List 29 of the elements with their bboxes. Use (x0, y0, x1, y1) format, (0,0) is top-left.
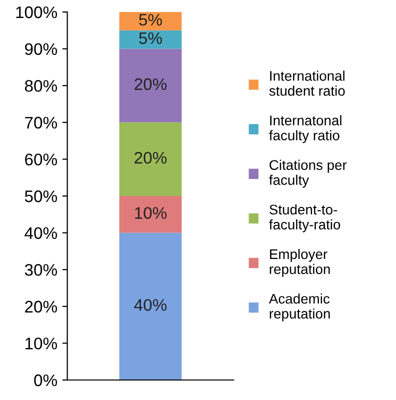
y-tick-label: 60% (25, 154, 58, 166)
y-tick-label: 80% (24, 80, 58, 92)
y-tick-label: 30% (24, 264, 58, 276)
y-tick-label: 20% (25, 300, 58, 313)
bar (119, 122, 182, 196)
bar (119, 30, 182, 49)
legend-label: Academic reputation (268, 293, 330, 322)
y-tick-label: 100% (16, 6, 58, 18)
data-label: 5% (139, 32, 162, 44)
legend-label: International student ratio (269, 70, 345, 96)
bar (119, 232, 182, 380)
data-label: 5% (139, 14, 162, 26)
y-tick-label: 90% (25, 43, 58, 56)
legend-label: Internatonal faculty ratio (269, 115, 342, 144)
legend-label: Student-to- faculty-ratio (269, 204, 340, 232)
y-tick-label: 70% (25, 116, 58, 129)
legend-label: Employer reputation (270, 248, 330, 277)
data-label: 10% (135, 207, 167, 219)
y-tick-label: 50% (24, 190, 58, 202)
data-label: 40% (134, 299, 167, 311)
y-tick-label: 40% (24, 227, 58, 240)
y-tick-label: 10% (26, 338, 58, 350)
legend-label: Citations per faculty (269, 160, 347, 188)
bar (119, 196, 182, 233)
y-tick-label: 0% (34, 374, 58, 386)
data-label: 20% (134, 152, 167, 164)
data-label: 20% (134, 78, 167, 90)
bar (119, 12, 182, 30)
bar (119, 48, 182, 122)
